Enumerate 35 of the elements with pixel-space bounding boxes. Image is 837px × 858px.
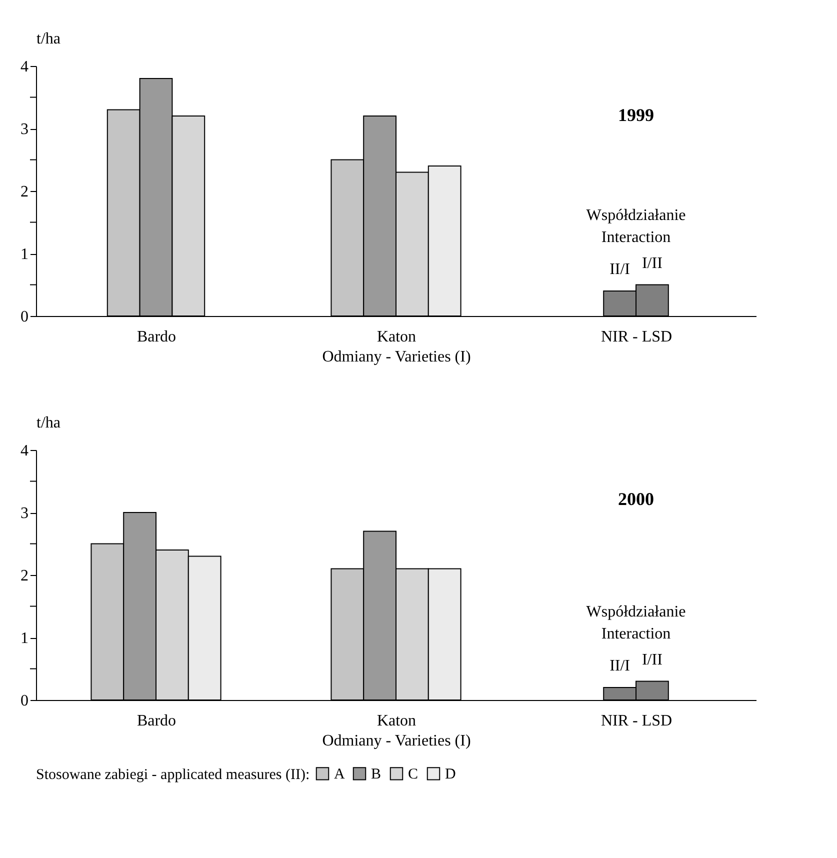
y-axis-title: t/ha xyxy=(36,30,60,48)
x-axis-title: Odmiany - Varieties (I) xyxy=(322,732,471,750)
series-label: II/I xyxy=(610,261,630,278)
x-tick-label: NIR - LSD xyxy=(600,712,672,730)
y-axis-title: t/ha xyxy=(36,414,60,432)
annotation: 1999 xyxy=(618,105,654,125)
x-tick-label: Bardo xyxy=(136,712,176,730)
legend-title: Stosowane zabiegi - applicated measures (II): xyxy=(36,767,310,783)
annotation: Współdziałanie xyxy=(586,603,686,620)
y-tick-label: 3 xyxy=(20,505,28,522)
x-tick-label: Bardo xyxy=(136,328,176,346)
series-label: I/II xyxy=(642,651,662,668)
y-tick-label: 2 xyxy=(20,568,28,584)
annotation: 2000 xyxy=(618,489,654,509)
annotation: Współdziałanie xyxy=(586,206,686,224)
annotation: Interaction xyxy=(601,228,671,246)
annotation: Interaction xyxy=(601,625,671,642)
y-tick-label: 1 xyxy=(20,630,28,647)
x-tick-label: NIR - LSD xyxy=(600,328,672,346)
y-tick-label: 0 xyxy=(20,692,28,710)
x-axis-title: Odmiany - Varieties (I) xyxy=(322,348,471,366)
y-tick-label: 1 xyxy=(20,246,28,263)
legend-label: D xyxy=(445,766,456,783)
legend-label: B xyxy=(371,766,382,783)
legend-label: C xyxy=(408,766,418,783)
y-tick-label: 4 xyxy=(20,442,28,460)
series-label: II/I xyxy=(610,658,630,674)
legend-label: A xyxy=(334,766,345,783)
y-tick-label: 2 xyxy=(20,184,28,200)
y-tick-label: 3 xyxy=(20,121,28,138)
x-tick-label: Katon xyxy=(376,712,416,730)
x-tick-label: Katon xyxy=(376,328,416,346)
y-tick-label: 0 xyxy=(20,308,28,326)
y-tick-label: 4 xyxy=(20,58,28,76)
series-label: I/II xyxy=(642,254,662,272)
